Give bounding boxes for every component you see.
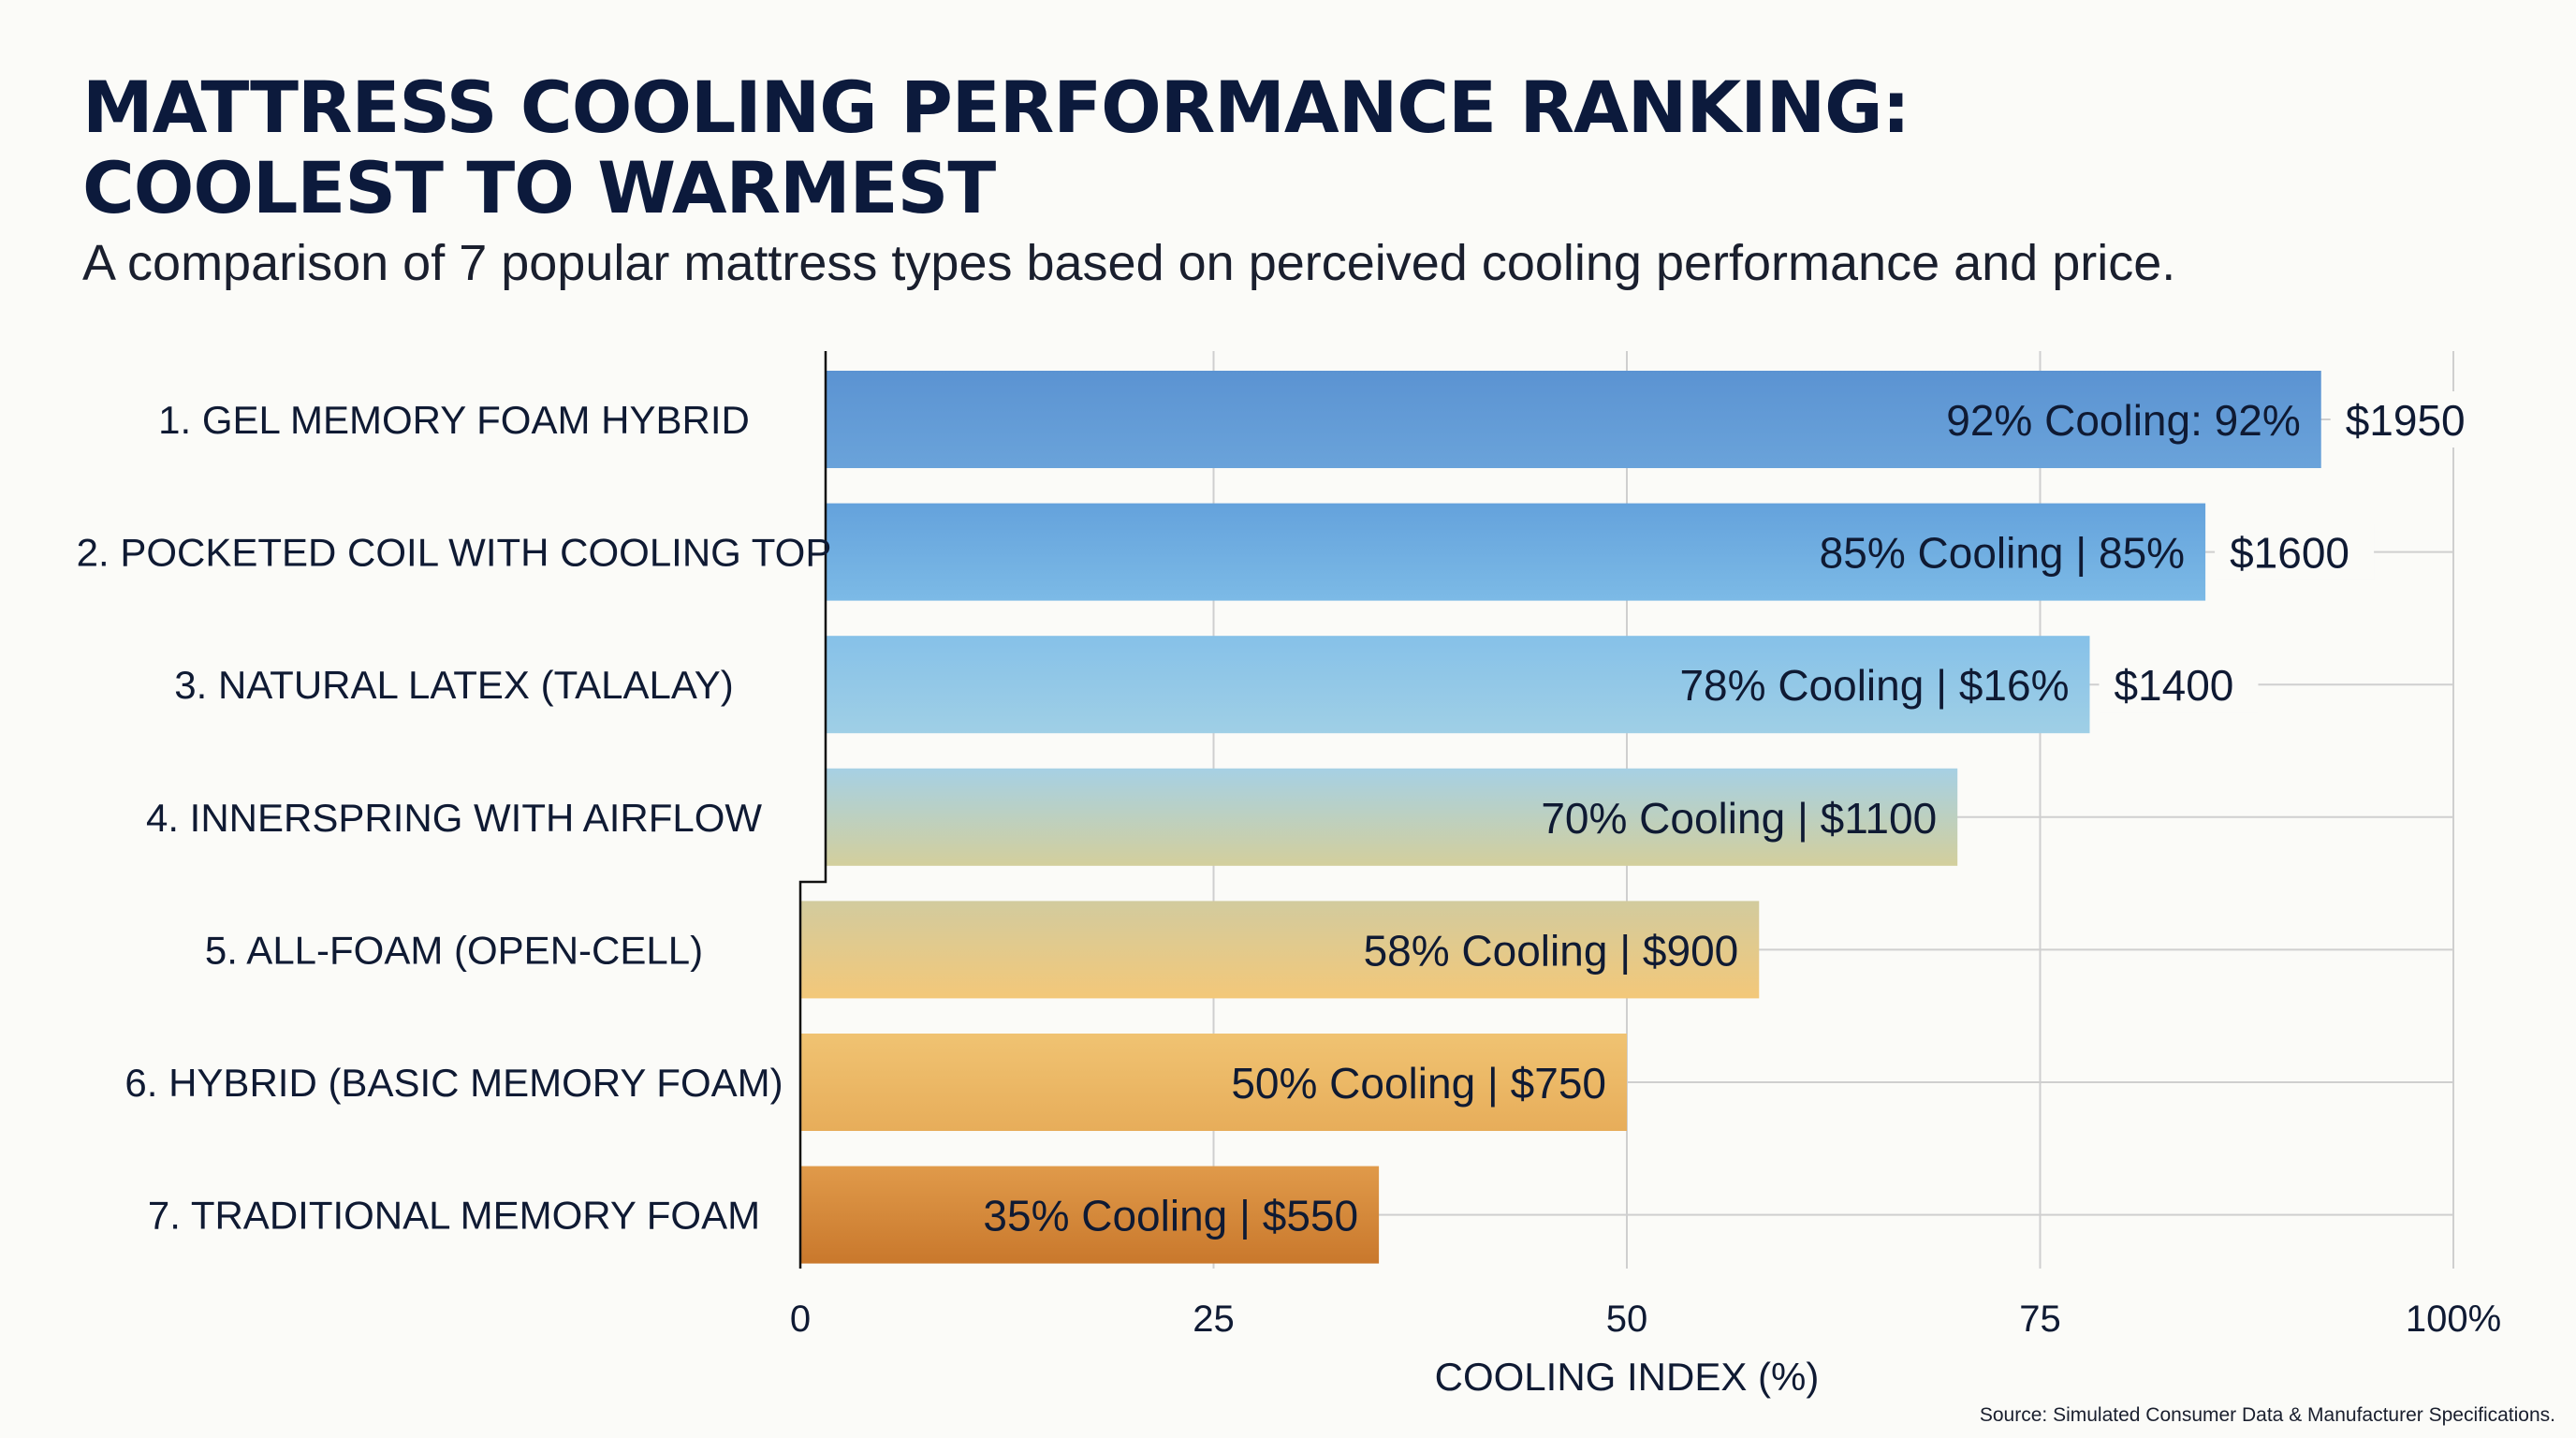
category-label-6: 6. HYBRID (BASIC MEMORY FOAM) xyxy=(124,1061,783,1105)
price-label-3: $1400 xyxy=(2114,661,2233,710)
category-label-7: 7. TRADITIONAL MEMORY FOAM xyxy=(148,1194,760,1238)
bar-7 xyxy=(800,1166,1380,1264)
source-note: Source: Simulated Consumer Data & Manufa… xyxy=(1979,1404,2555,1426)
category-label-2: 2. POCKETED COIL WITH COOLING TOP xyxy=(77,531,832,575)
bar-5 xyxy=(800,901,1760,999)
x-tick-label-0: 0 xyxy=(790,1299,811,1340)
bar-layer xyxy=(800,371,2321,1264)
price-label-2: $1600 xyxy=(2230,529,2349,578)
bar-value-label-3: 78% Cooling | $16% xyxy=(1679,661,2069,710)
x-tick-label-25: 25 xyxy=(1193,1299,1235,1340)
x-tick-label-100: 100% xyxy=(2406,1299,2501,1340)
category-label-4: 4. INNERSPRING WITH AIRFLOW xyxy=(146,796,762,840)
page-subtitle: A comparison of 7 popular mattress types… xyxy=(82,235,2176,291)
bar-value-label-1: 92% Cooling: 92% xyxy=(1946,396,2300,445)
x-tick-label-50: 50 xyxy=(1606,1299,1648,1340)
price-label-bg-3 xyxy=(2099,656,2259,713)
title-line-2: COOLEST TO WARMEST xyxy=(82,146,996,229)
axis-layer xyxy=(798,351,827,1269)
bar-value-label-7: 35% Cooling | $550 xyxy=(983,1192,1358,1240)
category-label-1: 1. GEL MEMORY FOAM HYBRID xyxy=(158,398,750,442)
price-label-1: $1950 xyxy=(2346,396,2466,445)
title-line-1: MATTRESS COOLING PERFORMANCE RANKING: xyxy=(82,66,1910,149)
price-label-bg-1 xyxy=(2330,391,2490,448)
bar-value-label-2: 85% Cooling | 85% xyxy=(1820,529,2185,578)
page-title: MATTRESS COOLING PERFORMANCE RANKING: CO… xyxy=(82,67,1910,228)
y-axis-line xyxy=(798,351,827,1269)
x-tick-label-75: 75 xyxy=(2019,1299,2061,1340)
bar-value-label-6: 50% Cooling | $750 xyxy=(1231,1059,1606,1108)
bar-1 xyxy=(826,371,2321,468)
bar-4 xyxy=(826,768,1958,866)
label-layer: 1. GEL MEMORY FOAM HYBRID 92% Cooling: 92… xyxy=(77,391,2501,1399)
bar-value-label-5: 58% Cooling | $900 xyxy=(1364,926,1739,975)
bar-value-label-4: 70% Cooling | $1100 xyxy=(1541,794,1937,843)
price-label-bg-2 xyxy=(2215,523,2375,580)
category-label-3: 3. NATURAL LATEX (TALALAY) xyxy=(174,663,734,707)
category-label-5: 5. ALL-FOAM (OPEN-CELL) xyxy=(205,928,703,972)
bar-3 xyxy=(826,636,2090,734)
bar-2 xyxy=(826,503,2206,601)
bar-6 xyxy=(800,1034,1627,1131)
x-axis-title: COOLING INDEX (%) xyxy=(1435,1355,1820,1399)
